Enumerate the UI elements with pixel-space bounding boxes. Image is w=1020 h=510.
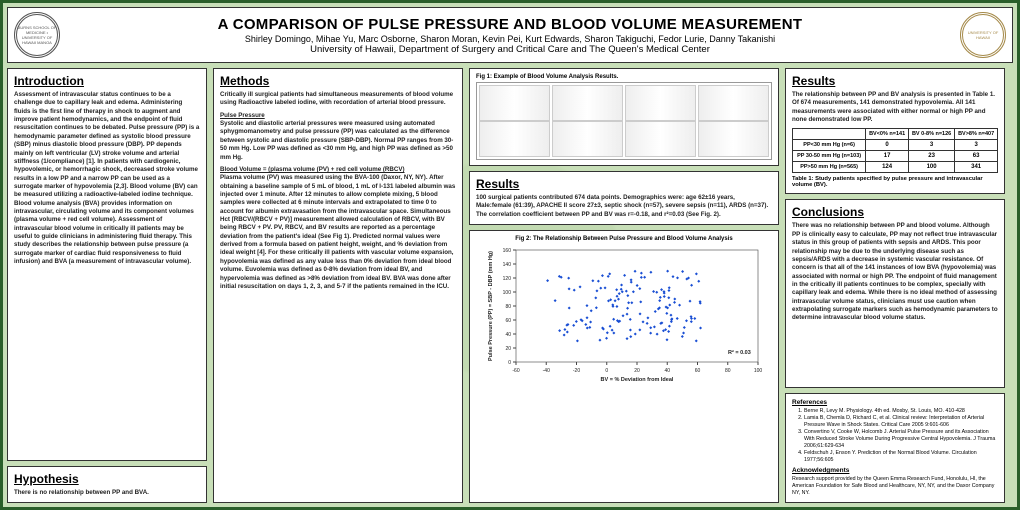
refs-list: Berne R, Levy M. Physiology. 4th ed. Mos… [792,408,998,463]
intro-h: Introduction [14,74,200,88]
svg-text:Pulse Pressure (PP) = SBP - DB: Pulse Pressure (PP) = SBP - DBP (mm Hg) [488,251,494,361]
scatter-plot: -60 -40 -20 0 20 40 60 80 100 0 20 40 60 80 100 120 140 1… [484,244,764,384]
res1-box: Results 100 surgical patients contribute… [469,171,779,225]
right-seal: UNIVERSITY OF HAWAII [960,12,1006,58]
res2-p: The relationship between PP and BV analy… [792,91,998,124]
results-table: BV<0% n=141BV 0-8% n=126BV>8% n=407PP<30… [792,128,998,173]
ack-p: Research support provided by the Queen E… [792,476,998,497]
svg-text:40: 40 [664,368,670,374]
methods-p1: Critically ill surgical patients had sim… [220,91,456,108]
svg-text:R² = 0.03: R² = 0.03 [728,349,751,356]
fig1-placeholder [476,82,772,160]
methods-box: Methods Critically ill surgical patients… [213,68,463,503]
svg-text:20: 20 [634,368,640,374]
svg-text:0: 0 [605,368,608,374]
res1-h: Results [476,177,772,191]
hyp-p: There is no relationship between PP and … [14,489,200,497]
refs-h: References [792,399,998,406]
fig2-caption: Fig 2: The Relationship Between Pulse Pr… [515,236,732,242]
svg-text:20: 20 [505,346,511,352]
svg-text:-20: -20 [573,368,580,374]
authors: Shirley Domingo, Mihae Yu, Marc Osborne,… [68,34,952,44]
methods-h: Methods [220,74,456,88]
col-3: Fig 1: Example of Blood Volume Analysis … [469,68,779,503]
svg-text:40: 40 [505,332,511,338]
hyp-box: Hypothesis There is no relationship betw… [7,466,207,503]
svg-text:100: 100 [754,368,763,374]
svg-text:0: 0 [508,360,511,366]
concl-h: Conclusions [792,205,998,219]
res2-h: Results [792,74,998,88]
header: BURNS SCHOOL OF MEDICINE • UNIVERSITY OF… [7,7,1013,63]
header-text: A COMPARISON OF PULSE PRESSURE AND BLOOD… [68,16,952,55]
affiliation: University of Hawaii, Department of Surg… [68,44,952,55]
svg-text:60: 60 [505,318,511,324]
methods-p3h: Blood Volume = (plasma volume (PV) + red… [220,166,456,174]
svg-text:60: 60 [695,368,701,374]
left-seal: BURNS SCHOOL OF MEDICINE • UNIVERSITY OF… [14,12,60,58]
intro-p: Assessment of intravascular status conti… [14,91,200,267]
col-1: Introduction Assessment of intravascular… [7,68,207,503]
fig1-box: Fig 1: Example of Blood Volume Analysis … [469,68,779,166]
svg-text:120: 120 [503,276,512,282]
fig1-caption: Fig 1: Example of Blood Volume Analysis … [476,74,772,80]
methods-p3: Plasma volume (PV) was measured using th… [220,174,456,291]
svg-text:-60: -60 [512,368,519,374]
svg-text:160: 160 [503,248,512,254]
concl-p: There was no relationship between PP and… [792,222,998,322]
scatter-box: Fig 2: The Relationship Between Pulse Pr… [469,230,779,503]
svg-text:100: 100 [503,290,512,296]
svg-text:80: 80 [725,368,731,374]
methods-p2h: Pulse Pressure [220,112,456,120]
svg-text:-40: -40 [543,368,550,374]
concl-box: Conclusions There was no relationship be… [785,199,1005,388]
col-4: Results The relationship between PP and … [785,68,1005,503]
refs-box: References Berne R, Levy M. Physiology. … [785,393,1005,503]
hyp-h: Hypothesis [14,472,200,486]
ack-h: Acknowledgments [792,467,998,474]
title: A COMPARISON OF PULSE PRESSURE AND BLOOD… [68,16,952,33]
svg-text:140: 140 [503,262,512,268]
methods-p2: Systolic and diastolic arterial pressure… [220,120,456,162]
res2-box: Results The relationship between PP and … [785,68,1005,194]
body: Introduction Assessment of intravascular… [7,68,1013,503]
col-2: Methods Critically ill surgical patients… [213,68,463,503]
poster-root: BURNS SCHOOL OF MEDICINE • UNIVERSITY OF… [0,0,1020,510]
svg-text:BV = % Deviation from Ideal: BV = % Deviation from Ideal [601,377,674,383]
table-caption: Table 1: Study patients specified by pul… [792,176,998,188]
svg-text:80: 80 [505,304,511,310]
intro-box: Introduction Assessment of intravascular… [7,68,207,461]
res1-p: 100 surgical patients contributed 674 da… [476,194,772,219]
